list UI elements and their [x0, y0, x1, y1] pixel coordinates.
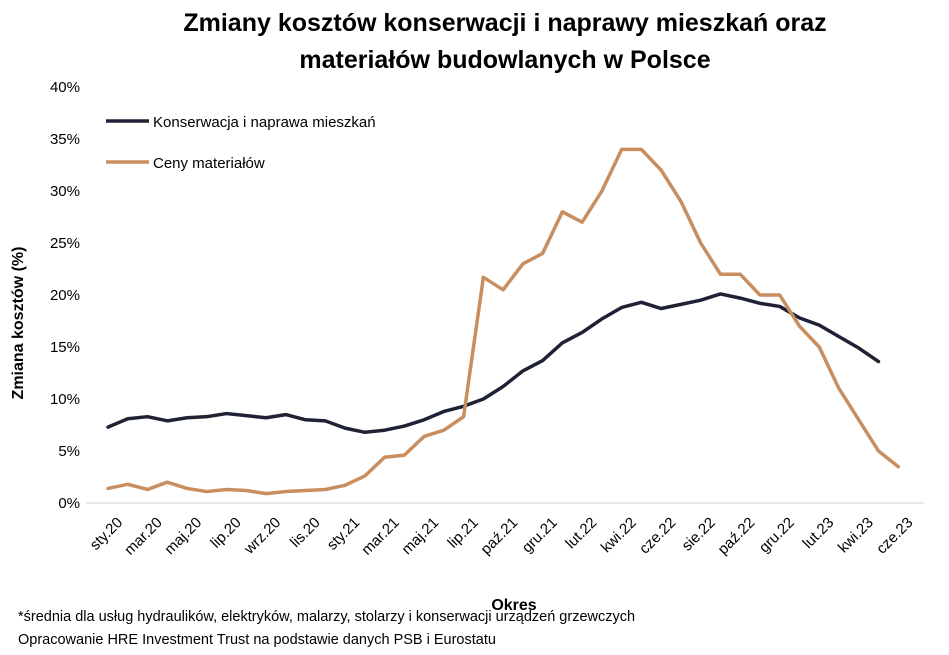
y-tick-label: 25%: [50, 235, 80, 252]
legend: Konserwacja i naprawa mieszkań Ceny mate…: [106, 114, 376, 172]
x-tick-label: lut.23: [799, 514, 837, 552]
series-layer: [106, 147, 900, 496]
x-tick-label: kwi.22: [598, 514, 640, 556]
chart-title-line-2: materiałów budowlanych w Polsce: [299, 46, 710, 74]
x-tick-label: lis.20: [287, 514, 324, 551]
legend-label-materialy: Ceny materiałów: [153, 155, 265, 172]
legend-label-konserwacja: Konserwacja i naprawa mieszkań: [153, 114, 376, 131]
x-tick-label: sty.20: [87, 514, 127, 554]
x-tick-label: gru.21: [519, 514, 561, 556]
x-tick-label: cze.22: [636, 514, 679, 557]
x-tick-label: lip.20: [207, 514, 244, 551]
x-tick-label: paź.21: [477, 514, 521, 558]
y-axis-title: Zmiana kosztów (%): [10, 247, 27, 400]
series-line-konserwacja: [106, 292, 881, 435]
x-tick-label: mar.20: [121, 514, 165, 558]
x-tick-label: kwi.23: [835, 514, 877, 556]
y-tick-label: 40%: [50, 79, 80, 96]
y-tick-label: 20%: [50, 287, 80, 304]
x-tick-label: lut.22: [562, 514, 600, 552]
x-tick-label: paź.22: [715, 514, 759, 558]
y-tick-label: 15%: [50, 339, 80, 356]
footnote-attribution: Opracowanie HRE Investment Trust na pods…: [18, 632, 496, 648]
x-tick-label: gru.22: [756, 514, 798, 556]
x-tick-label: sie.22: [679, 514, 719, 554]
x-tick-label: mar.21: [358, 514, 402, 558]
chart-title-line-1: Zmiany kosztów konserwacji i naprawy mie…: [183, 9, 826, 37]
footnote-source-note: *średnia dla usług hydraulików, elektryk…: [18, 609, 636, 625]
y-tick-label: 10%: [50, 391, 80, 408]
y-tick-label: 35%: [50, 131, 80, 148]
y-axis-ticks: 0% 5% 10% 15% 20% 25% 30% 35% 40%: [50, 79, 80, 512]
y-tick-label: 5%: [58, 443, 80, 460]
x-tick-label: cze.23: [873, 514, 916, 557]
x-tick-label: wrz.20: [240, 514, 284, 558]
x-tick-label: maj.21: [398, 514, 442, 558]
x-tick-label: maj.20: [161, 514, 205, 558]
y-tick-label: 30%: [50, 183, 80, 200]
x-tick-label: sty.21: [324, 514, 364, 554]
y-tick-label: 0%: [58, 495, 80, 512]
x-axis-title: Okres: [491, 597, 536, 614]
series-line-materialy: [106, 147, 900, 496]
